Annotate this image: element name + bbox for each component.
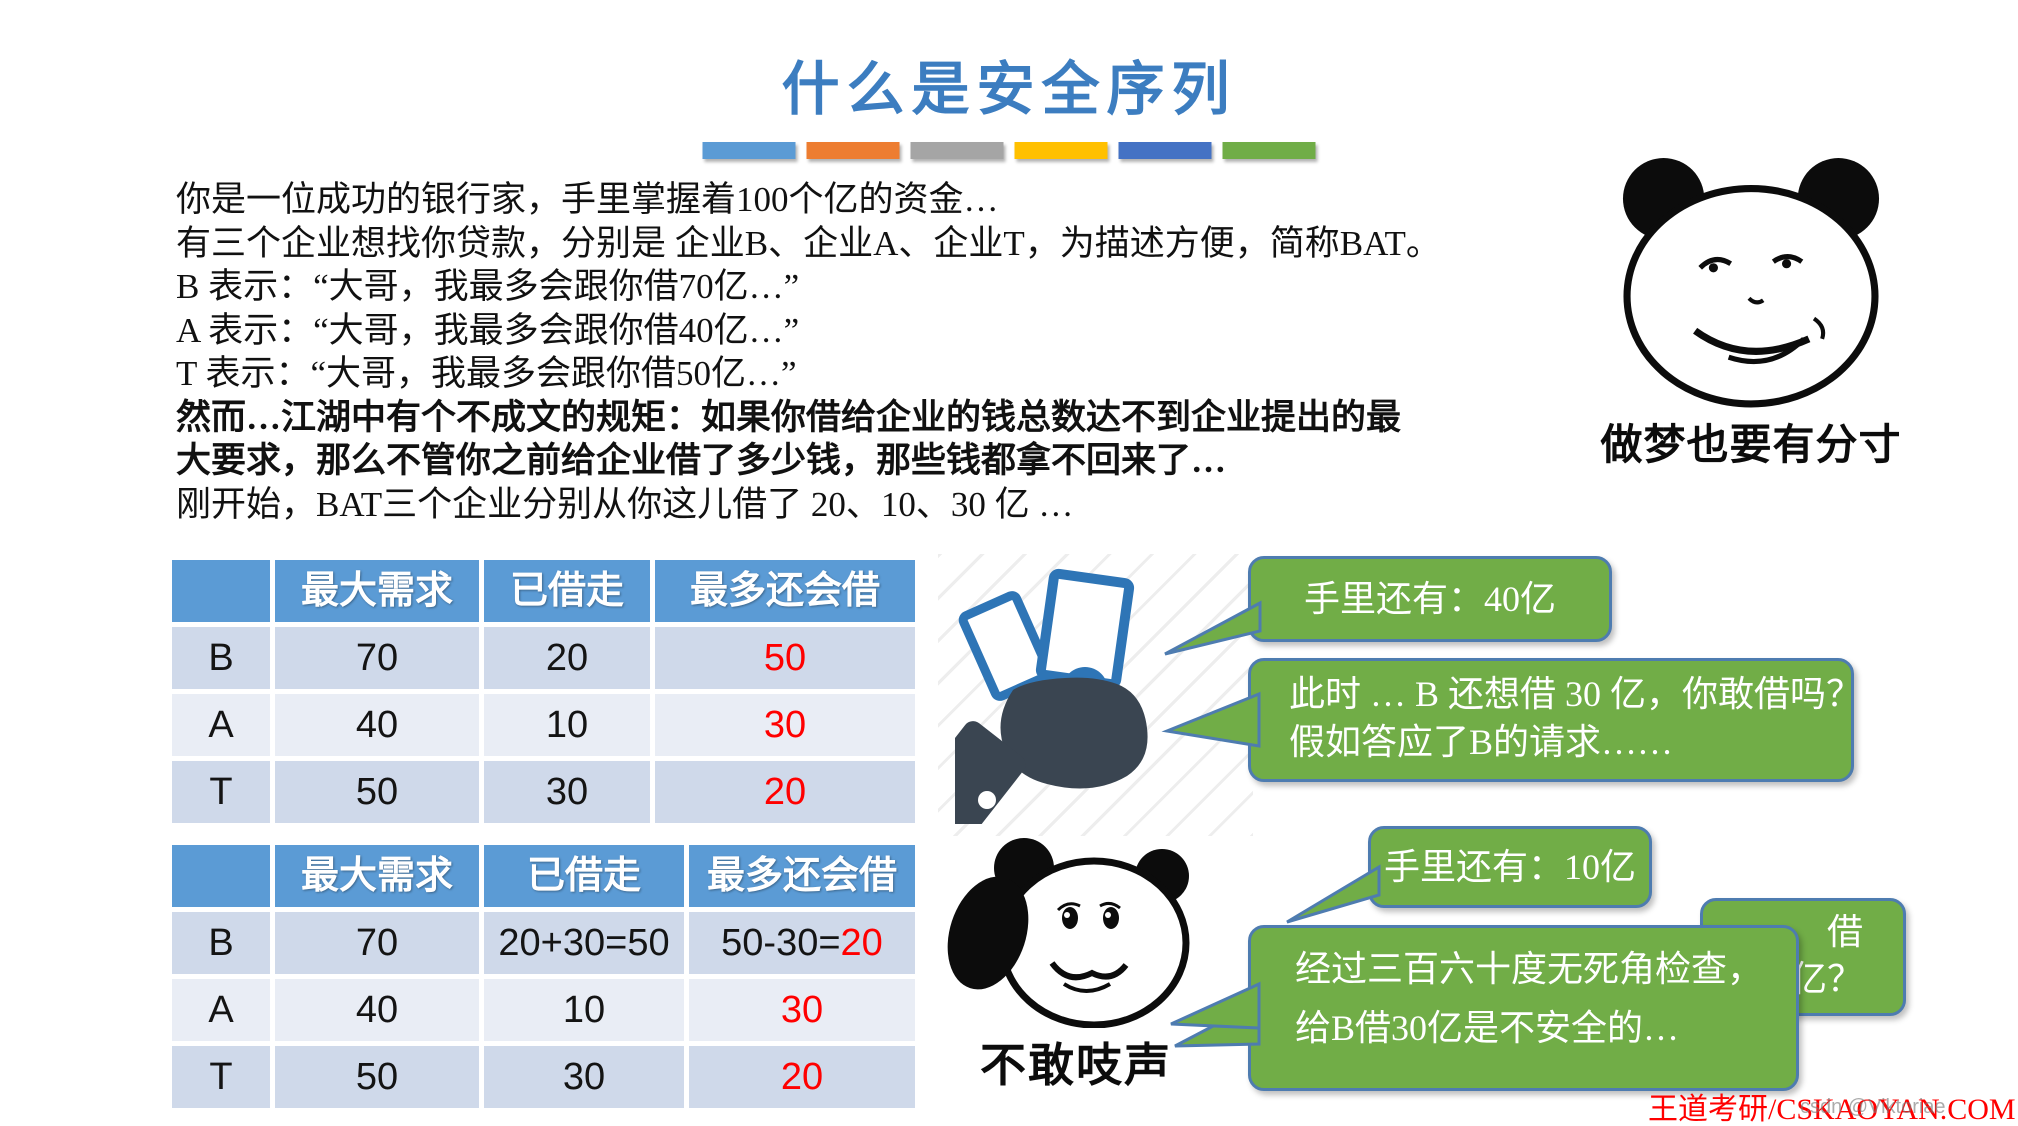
- remain-cell: 30: [689, 979, 915, 1041]
- meme-caption: 做梦也要有分寸: [1600, 421, 1902, 468]
- max-need-cell: 40: [275, 694, 479, 756]
- panda-covering-image: [947, 838, 1190, 1029]
- remain-cell: 50-30=20: [689, 912, 915, 974]
- max-need-cell: 70: [275, 627, 479, 689]
- table-header-cell: 已借走: [484, 845, 684, 907]
- table-header-cell: [172, 845, 270, 907]
- row-label: T: [172, 1046, 270, 1108]
- speech-bubble-b-request: 此时 … B 还想借 30 亿，你敢借吗？ 假如答应了B的请求……: [1161, 658, 1862, 782]
- remain-cell: 50: [655, 627, 915, 689]
- row-label: B: [172, 912, 270, 974]
- row-label: A: [172, 694, 270, 756]
- remain-cell: 20: [655, 761, 915, 823]
- table-header-cell: [172, 560, 270, 622]
- intro-line: 有三个企业想找你贷款，分别是 企业B、企业A、企业T，为描述方便，简称BAT。: [176, 223, 1441, 263]
- divider-bar: [1118, 142, 1212, 159]
- watermark-text: csdn @Viktoriae: [1800, 1096, 1946, 1118]
- panda-meme-top: 做梦也要有分寸: [1598, 156, 1904, 470]
- divider-bars: [702, 142, 1316, 159]
- intro-line: 你是一位成功的银行家，手里掌握着100个亿的资金…: [176, 180, 999, 219]
- row-label: B: [172, 627, 270, 689]
- page-title: 什么是安全序列: [781, 57, 1237, 122]
- table-header-cell: 最多还会借: [655, 560, 915, 622]
- table-header-cell: 已借走: [484, 560, 650, 622]
- speech-bubble-remaining-10: 手里还有：10亿: [1286, 826, 1652, 924]
- borrowed-cell: 20+30=50: [484, 912, 684, 974]
- max-need-cell: 40: [275, 979, 479, 1041]
- allocation-table-after: 最大需求 已借走 最多还会借 B 70 20+30=50 50-30=20 A …: [172, 845, 915, 1108]
- borrowed-cell: 10: [484, 979, 684, 1041]
- divider-bar: [910, 142, 1004, 159]
- max-need-cell: 50: [275, 761, 479, 823]
- bubble-tail: [1286, 864, 1381, 924]
- panda-smirk-image: [1622, 158, 1880, 408]
- borrowed-cell: 10: [484, 694, 650, 756]
- intro-line-rule: 然而…江湖中有个不成文的规矩：如果你借给企业的钱总数达不到企业提出的最: [176, 397, 1402, 437]
- borrowed-cell: 30: [484, 1046, 684, 1108]
- remain-cell: 30: [655, 694, 915, 756]
- table-header-cell: 最大需求: [275, 845, 479, 907]
- table-header-cell: 最大需求: [275, 560, 479, 622]
- money-fist-icon: [955, 568, 1148, 824]
- intro-line: T 表示：“大哥，我最多会跟你借50亿…”: [176, 354, 797, 393]
- intro-line-rule: 大要求，那么不管你之前给企业借了多少钱，那些钱都拿不回来了…: [176, 441, 1227, 480]
- borrowed-cell: 30: [484, 761, 650, 823]
- max-need-cell: 70: [275, 912, 479, 974]
- meme-caption: 不敢吱声: [980, 1039, 1172, 1091]
- table-header-cell: 最多还会借: [689, 845, 915, 907]
- divider-bar: [1222, 142, 1316, 159]
- max-need-cell: 50: [275, 1046, 479, 1108]
- intro-line: 刚开始，BAT三个企业分别从你这儿借了 20、10、30 亿 …: [176, 484, 1074, 524]
- remain-cell: 20: [689, 1046, 915, 1108]
- bubble-tail: [1170, 981, 1261, 1048]
- row-label: A: [172, 979, 270, 1041]
- bubble-tail: [1161, 691, 1261, 748]
- allocation-table-before: 最大需求 已借走 最多还会借 B 70 20 50 A 40 10 30 T 5…: [172, 560, 915, 823]
- intro-text: 你是一位成功的银行家，手里掌握着100个亿的资金… 有三个企业想找你贷款，分别是…: [176, 178, 1441, 526]
- intro-line: B 表示：“大哥，我最多会跟你借70亿…”: [176, 267, 800, 306]
- row-label: T: [172, 761, 270, 823]
- speech-bubble-remaining-40: 手里还有：40亿: [1164, 556, 1612, 656]
- intro-line: A 表示：“大哥，我最多会跟你借40亿…”: [176, 310, 800, 350]
- panda-meme-bottom: 不敢吱声: [945, 838, 1207, 1091]
- speech-bubble-unsafe: 经过三百六十度无死角检查， 给B借30亿是不安全的…: [1170, 925, 1799, 1091]
- divider-bar: [702, 142, 796, 159]
- bubble-tail: [1164, 600, 1262, 656]
- divider-bar: [1014, 142, 1108, 159]
- borrowed-cell: 20: [484, 627, 650, 689]
- divider-bar: [806, 142, 900, 159]
- brand-text: 王道考研/CSKAOYAN.COM: [1648, 1093, 2016, 1126]
